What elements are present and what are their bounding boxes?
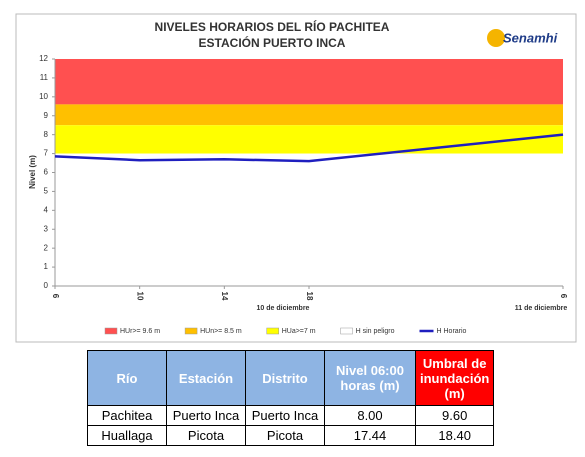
legend-swatch [340,327,353,335]
x-tick-label: 6 [51,294,60,299]
header-cell: Nivel 06:00 horas (m) [324,350,416,406]
cell: Puerto Inca [166,405,246,426]
x-tick-label: 10 [136,292,145,301]
legend-label: H sin peligro [356,328,395,335]
band [55,153,563,286]
header-cell: Estación [166,350,246,406]
y-tick-label: 1 [44,262,49,271]
y-tick-label: 6 [44,168,49,177]
line [54,133,564,163]
cell: Picota [166,425,246,446]
legend-swatch [184,327,198,335]
data-table: Río Estación Distrito Nivel 06:00 horas … [87,350,495,446]
chart: NIVELES HORARIOS DEL RÍO PACHITEA ESTACI… [15,13,577,343]
y-tick-label: 9 [44,111,49,120]
logo: Senamhi [503,30,558,45]
header-cell: Umbral de inundación (m) [414,350,495,406]
table-row: Pachitea Puerto Inca Puerto Inca 8.00 9.… [87,405,495,426]
cell: 17.44 [324,425,416,446]
y-tick-label: 11 [40,73,49,82]
legend-label: HUn>= 8.5 m [200,328,242,335]
chart-subtitle: ESTACIÓN PUERTO INCA [199,35,346,50]
band [55,59,563,105]
y-tick-label: 7 [44,149,49,158]
y-tick-label: 4 [44,205,49,214]
cell: 8.00 [324,405,416,426]
x-tick-label: 14 [220,292,229,301]
legend-label: HUr>= 9.6 m [120,328,160,335]
x-tick-label: 18 [305,292,314,301]
y-tick-label: 2 [44,243,49,252]
y-tick-label: 3 [44,224,49,233]
y-tick-label: 8 [44,130,49,139]
header-cell: Río [87,350,167,406]
y-tick-label: 10 [39,92,48,101]
logo-sun [487,29,505,47]
x-group-label: 10 de diciembre [257,305,310,312]
table-header: Río Estación Distrito Nivel 06:00 horas … [87,350,495,406]
cell: Huallaga [87,425,167,446]
x-tick-label: 6 [559,294,568,299]
legend-label: HUa>=7 m [282,328,316,335]
chart-title: NIVELES HORARIOS DEL RÍO PACHITEA [155,19,390,34]
table-row: Huallaga Picota Picota 17.44 18.40 [87,425,495,446]
band [55,104,563,126]
cell: 18.40 [414,425,495,446]
cell: Puerto Inca [245,405,325,426]
cell: Picota [245,425,325,446]
y-tick-label: 0 [44,281,49,290]
cell: Pachitea [87,405,167,426]
y-tick-label: 5 [44,187,49,196]
legend-swatch [104,327,118,335]
x-group-label: 11 de diciembre [515,305,568,312]
legend-swatch [266,327,279,335]
band [55,125,563,154]
header-cell: Distrito [245,350,325,406]
y-axis-label: Nivel (m) [28,155,37,189]
legend-label: H Horario [437,328,467,335]
y-tick-label: 12 [39,54,48,63]
cell: 9.60 [414,405,495,426]
